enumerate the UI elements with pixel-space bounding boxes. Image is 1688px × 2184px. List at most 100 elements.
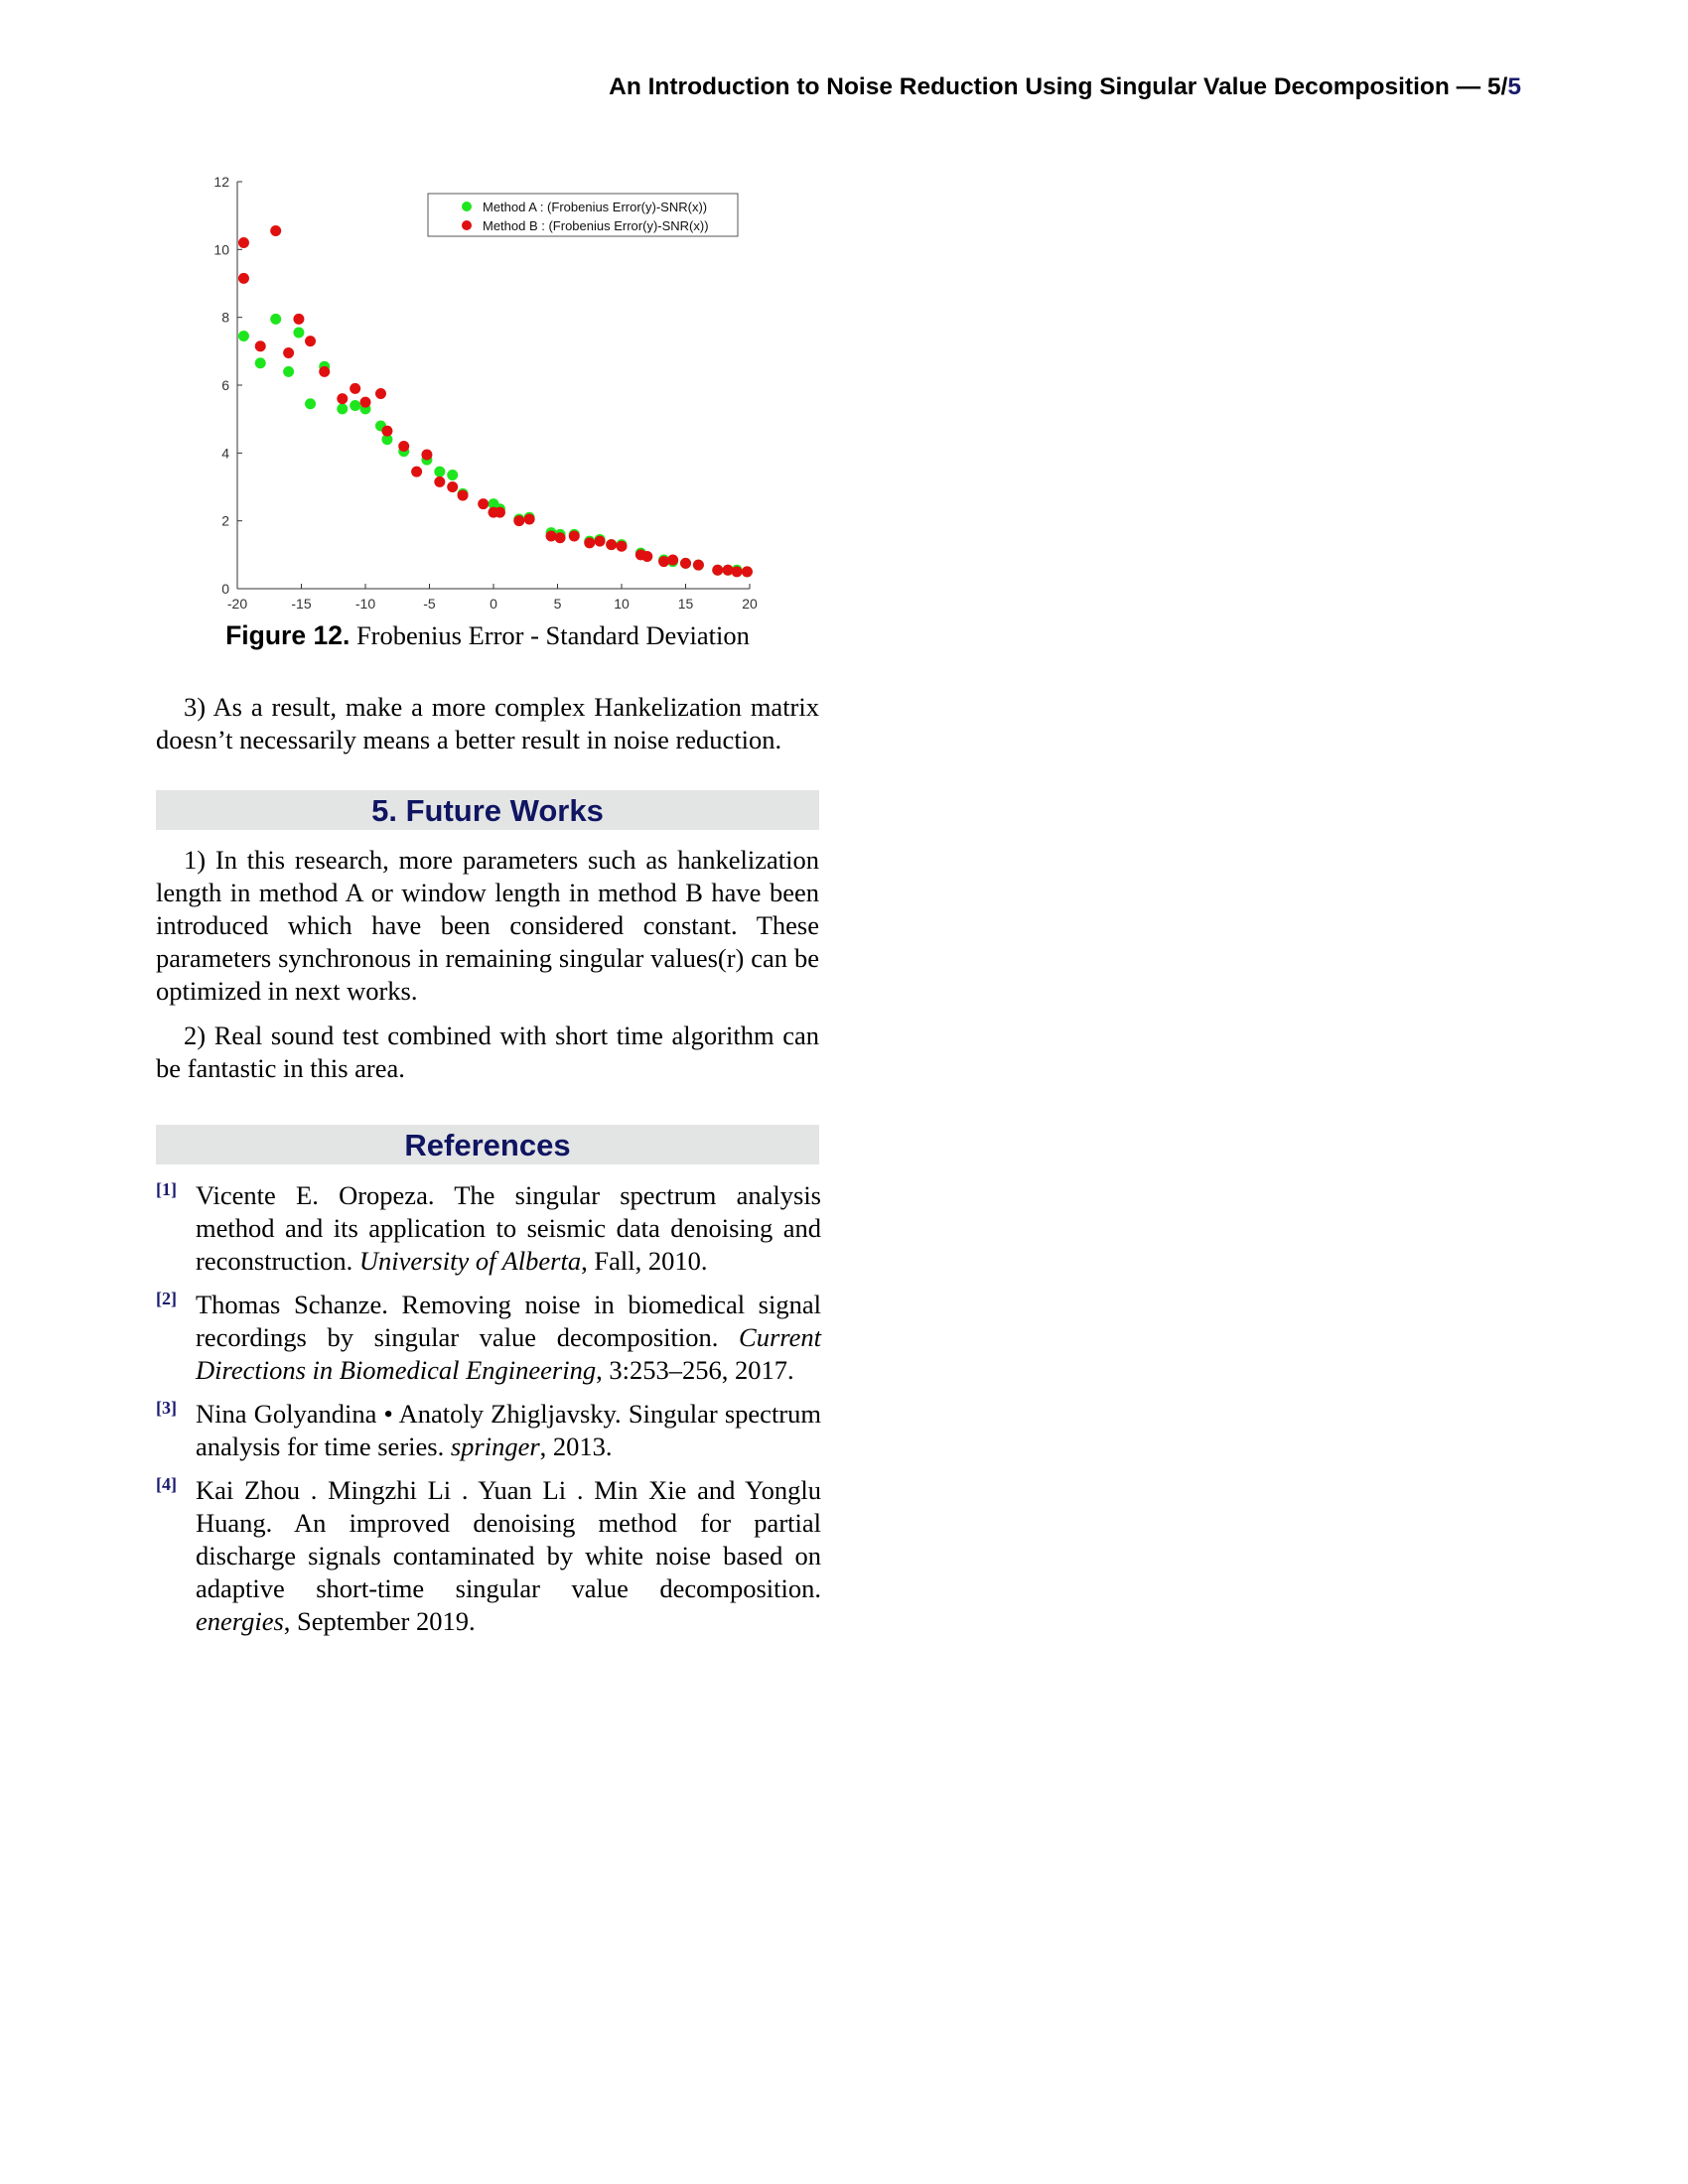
data-point <box>283 365 295 377</box>
data-point <box>270 225 282 237</box>
reference-number: [2] <box>156 1289 177 1308</box>
data-point <box>434 476 446 487</box>
chart-marks <box>237 225 753 578</box>
x-tick-label: 10 <box>614 596 630 612</box>
x-tick-label: 0 <box>490 596 497 612</box>
reference-number: [4] <box>156 1474 177 1494</box>
data-point <box>337 393 349 405</box>
reference-text: Nina Golyandina • Anatoly Zhigljavsky. S… <box>196 1399 821 1461</box>
data-point <box>350 400 361 411</box>
x-tick-label: 20 <box>742 596 758 612</box>
paragraph-future-1: 1) In this research, more parameters suc… <box>156 845 819 1006</box>
x-tick-label: -10 <box>355 596 375 612</box>
data-point <box>411 466 423 478</box>
data-point <box>434 466 446 478</box>
data-point <box>667 554 679 566</box>
data-point <box>254 357 266 369</box>
data-point <box>447 481 459 492</box>
section-heading-future-works: 5. Future Works <box>156 790 819 830</box>
series-method-b <box>237 225 753 578</box>
data-point <box>254 341 266 352</box>
data-point <box>513 515 525 527</box>
data-point <box>493 506 505 518</box>
data-point <box>568 530 580 542</box>
data-point <box>692 559 704 571</box>
series-method-a <box>237 313 753 578</box>
data-point <box>237 330 249 341</box>
data-point <box>381 425 393 437</box>
data-point <box>478 498 490 510</box>
reference-text: Vicente E. Oropeza. The singular spectru… <box>196 1180 821 1276</box>
data-point <box>523 513 535 525</box>
data-point <box>293 313 305 325</box>
data-point <box>554 532 566 544</box>
y-tick-label: 10 <box>213 241 229 257</box>
data-point <box>616 540 628 552</box>
reference-tail: , September 2019. <box>283 1606 476 1636</box>
y-tick-label: 8 <box>221 310 229 326</box>
data-point <box>741 566 753 578</box>
data-point <box>319 365 331 377</box>
reference-3: [3] Nina Golyandina • Anatoly Zhigljavsk… <box>156 1398 821 1463</box>
data-point <box>421 449 433 461</box>
data-point <box>680 557 691 569</box>
y-tick-label: 12 <box>213 174 229 190</box>
figure-label: Figure 12. <box>225 620 351 650</box>
data-point <box>381 434 393 446</box>
legend-label: Method B : (Frobenius Error(y)-SNR(x)) <box>483 218 709 233</box>
y-tick-label: 4 <box>221 445 229 461</box>
data-point <box>337 403 349 415</box>
x-tick-label: 5 <box>554 596 562 612</box>
running-header: An Introduction to Noise Reduction Using… <box>609 73 1521 101</box>
reference-venue: Current Directions in Biomedical Enginee… <box>196 1322 821 1385</box>
legend-marker <box>462 202 472 211</box>
reference-tail: , Fall, 2010. <box>581 1246 708 1276</box>
reference-number: [3] <box>156 1398 177 1418</box>
reference-text: Thomas Schanze. Removing noise in biomed… <box>196 1290 821 1352</box>
y-tick-label: 0 <box>221 581 229 597</box>
reference-venue: University of Alberta <box>358 1246 582 1276</box>
x-tick-label: -5 <box>423 596 436 612</box>
y-tick-label: 6 <box>221 377 229 393</box>
paragraph-result: 3) As a result, make a more complex Hank… <box>156 692 819 754</box>
reference-venue: springer <box>450 1432 540 1461</box>
x-tick-label: 15 <box>678 596 694 612</box>
figure-caption-text: Frobenius Error - Standard Deviation <box>355 620 750 650</box>
data-point <box>237 237 249 248</box>
y-tick-label: 2 <box>221 513 229 529</box>
reference-4: [4] Kai Zhou . Mingzhi Li . Yuan Li . Mi… <box>156 1474 821 1638</box>
reference-tail: , 3:253–256, 2017. <box>596 1355 794 1385</box>
reference-1: [1] Vicente E. Oropeza. The singular spe… <box>156 1179 821 1278</box>
section-heading-references: References <box>156 1125 819 1164</box>
data-point <box>305 398 317 410</box>
data-point <box>606 539 618 551</box>
reference-text: Kai Zhou . Mingzhi Li . Yuan Li . Min Xi… <box>196 1475 821 1603</box>
legend-label: Method A : (Frobenius Error(y)-SNR(x)) <box>483 200 707 214</box>
chart-ticks: -20 -15 -10 -5 0 5 10 15 20 0 2 4 6 8 10 12 <box>213 174 758 612</box>
data-point <box>658 556 670 568</box>
data-point <box>283 347 295 359</box>
data-point <box>584 537 596 549</box>
reference-tail: , 2013. <box>539 1432 613 1461</box>
chart-legend: Method A : (Frobenius Error(y)-SNR(x)) Me… <box>427 193 739 237</box>
legend-box <box>427 193 739 237</box>
x-tick-label: -15 <box>291 596 311 612</box>
data-point <box>457 489 469 501</box>
data-point <box>545 530 557 542</box>
data-point <box>731 566 743 578</box>
reference-2: [2] Thomas Schanze. Removing noise in bi… <box>156 1289 821 1387</box>
figure-caption: Figure 12. Frobenius Error - Standard De… <box>156 620 819 651</box>
data-point <box>712 564 724 576</box>
page-total: 5 <box>1507 73 1521 100</box>
data-point <box>447 470 459 481</box>
data-point <box>305 336 317 347</box>
data-point <box>722 564 734 576</box>
chart-axes <box>236 182 750 590</box>
figure-12: -20 -15 -10 -5 0 5 10 15 20 0 2 4 6 8 10 12 Method A : … <box>156 164 819 650</box>
scatter-chart: -20 -15 -10 -5 0 5 10 15 20 0 2 4 6 8 10 12 Method A : … <box>213 174 758 612</box>
data-point <box>270 313 282 325</box>
data-point <box>641 551 653 563</box>
data-point <box>359 396 371 408</box>
data-point <box>374 388 386 400</box>
running-title: An Introduction to Noise Reduction Using… <box>609 73 1508 100</box>
